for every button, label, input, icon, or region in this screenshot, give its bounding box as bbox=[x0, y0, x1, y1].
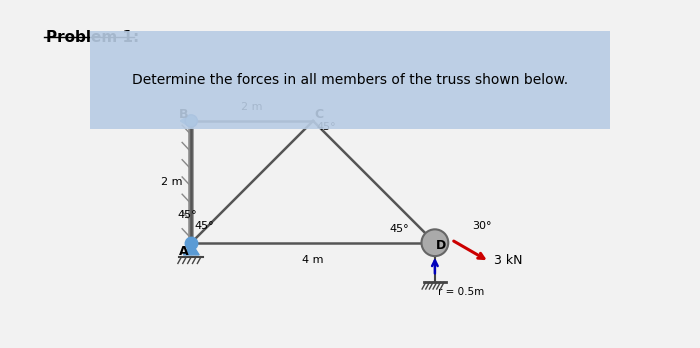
Text: 45°: 45° bbox=[389, 224, 409, 234]
Text: Determine the forces in all members of the truss shown below.: Determine the forces in all members of t… bbox=[132, 73, 568, 87]
Polygon shape bbox=[181, 115, 190, 127]
Text: 45°: 45° bbox=[178, 209, 197, 220]
Text: 45°: 45° bbox=[195, 221, 214, 230]
Text: 3 kN: 3 kN bbox=[494, 254, 523, 267]
Text: 2 m: 2 m bbox=[161, 177, 183, 187]
Circle shape bbox=[421, 229, 448, 256]
Text: B: B bbox=[179, 108, 189, 121]
Text: C: C bbox=[314, 108, 323, 121]
Text: r = 0.5m: r = 0.5m bbox=[438, 287, 484, 296]
Text: 45°: 45° bbox=[316, 122, 336, 132]
Text: 4 m: 4 m bbox=[302, 255, 324, 265]
Text: A: A bbox=[179, 245, 189, 258]
Text: 30°: 30° bbox=[473, 221, 492, 230]
Circle shape bbox=[186, 115, 197, 127]
Text: D: D bbox=[436, 239, 446, 252]
Polygon shape bbox=[183, 243, 199, 255]
Text: Problem 1:: Problem 1: bbox=[46, 30, 139, 45]
Text: 2 m: 2 m bbox=[241, 102, 263, 112]
